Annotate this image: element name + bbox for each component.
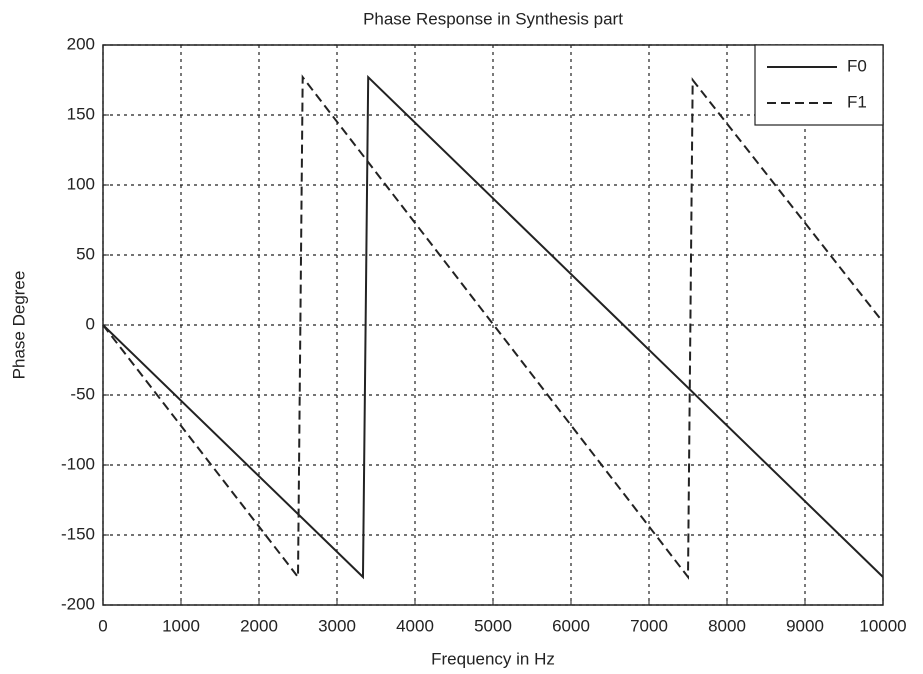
y-tick-label: -150 — [61, 524, 95, 543]
x-tick-label: 6000 — [552, 616, 590, 635]
legend-label: F0 — [847, 56, 867, 75]
x-tick-label: 9000 — [786, 616, 824, 635]
chart-title: Phase Response in Synthesis part — [363, 9, 623, 28]
x-tick-label: 2000 — [240, 616, 278, 635]
y-tick-label: 50 — [76, 244, 95, 263]
line-series — [102, 74, 884, 580]
line-series — [102, 74, 884, 580]
y-tick-label: 200 — [67, 34, 95, 53]
x-tick-label: 10000 — [859, 616, 906, 635]
y-tick-label: -100 — [61, 454, 95, 473]
x-tick-label: 4000 — [396, 616, 434, 635]
y-tick-label: 0 — [86, 314, 95, 333]
x-tick-label: 8000 — [708, 616, 746, 635]
x-axis-label: Frequency in Hz — [431, 649, 555, 668]
y-tick-label: 150 — [67, 104, 95, 123]
y-tick-label: 100 — [67, 174, 95, 193]
x-tick-label: 7000 — [630, 616, 668, 635]
y-axis-label: Phase Degree — [9, 271, 28, 380]
y-tick-label: -200 — [61, 594, 95, 613]
y-tick-label: -50 — [70, 384, 95, 403]
legend-box — [754, 44, 884, 126]
x-tick-label: 0 — [98, 616, 107, 635]
x-tick-label: 3000 — [318, 616, 356, 635]
legend-label: F1 — [847, 92, 867, 111]
x-tick-label: 1000 — [162, 616, 200, 635]
x-tick-label: 5000 — [474, 616, 512, 635]
